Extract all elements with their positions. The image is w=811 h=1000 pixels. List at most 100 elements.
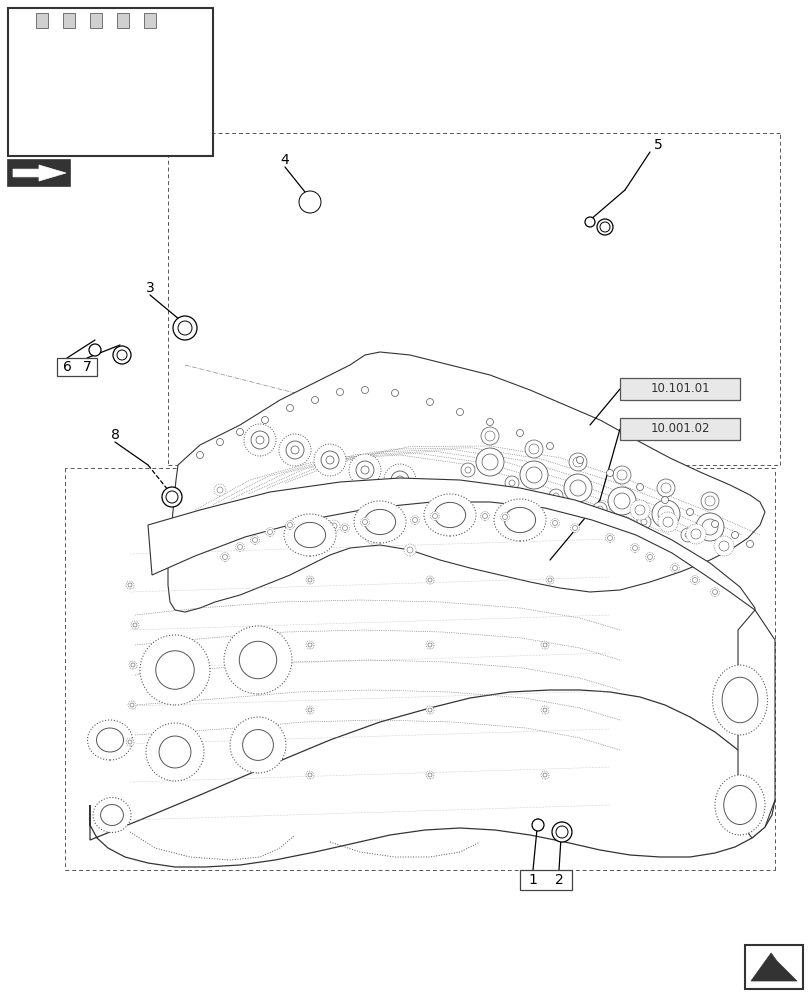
Circle shape <box>576 456 583 464</box>
Circle shape <box>384 464 415 496</box>
Circle shape <box>290 446 298 454</box>
Bar <box>144 13 156 28</box>
Circle shape <box>307 773 311 777</box>
Circle shape <box>607 487 635 515</box>
Circle shape <box>342 526 347 530</box>
Ellipse shape <box>423 494 475 536</box>
Circle shape <box>131 621 139 629</box>
Circle shape <box>531 819 543 831</box>
Polygon shape <box>13 18 208 136</box>
Circle shape <box>545 576 553 584</box>
Circle shape <box>427 773 431 777</box>
Circle shape <box>66 68 80 82</box>
Circle shape <box>267 530 272 534</box>
Circle shape <box>133 623 137 627</box>
Polygon shape <box>750 953 796 981</box>
Circle shape <box>504 476 518 490</box>
Circle shape <box>745 540 753 548</box>
Circle shape <box>540 641 548 649</box>
Circle shape <box>126 581 134 589</box>
Circle shape <box>432 514 437 518</box>
Circle shape <box>108 40 118 50</box>
Circle shape <box>528 444 539 454</box>
Polygon shape <box>168 352 764 612</box>
Circle shape <box>550 518 559 528</box>
Ellipse shape <box>714 775 764 835</box>
Circle shape <box>21 99 31 109</box>
Bar <box>8 8 212 156</box>
Ellipse shape <box>294 522 325 548</box>
Circle shape <box>516 430 523 436</box>
Circle shape <box>700 492 718 510</box>
Circle shape <box>692 578 697 582</box>
Circle shape <box>307 708 311 712</box>
Circle shape <box>255 499 260 505</box>
Polygon shape <box>13 165 66 181</box>
Circle shape <box>519 461 547 489</box>
Circle shape <box>546 442 553 450</box>
Circle shape <box>629 500 649 520</box>
Circle shape <box>361 386 368 393</box>
Circle shape <box>331 523 337 529</box>
Ellipse shape <box>88 720 132 760</box>
Ellipse shape <box>97 728 123 752</box>
Circle shape <box>285 520 294 530</box>
Ellipse shape <box>721 677 757 723</box>
Circle shape <box>547 578 551 582</box>
Circle shape <box>243 424 276 456</box>
Ellipse shape <box>434 502 465 528</box>
Circle shape <box>661 496 667 504</box>
Circle shape <box>143 40 152 50</box>
Circle shape <box>290 508 302 520</box>
Text: 6: 6 <box>62 360 71 374</box>
Circle shape <box>106 68 120 82</box>
Circle shape <box>311 396 318 403</box>
Circle shape <box>427 578 431 582</box>
Circle shape <box>404 544 415 556</box>
Circle shape <box>596 506 603 512</box>
Circle shape <box>128 740 132 744</box>
Circle shape <box>713 536 733 556</box>
Circle shape <box>572 526 577 530</box>
Circle shape <box>502 514 507 520</box>
Circle shape <box>391 389 398 396</box>
Ellipse shape <box>723 786 755 824</box>
Circle shape <box>612 466 630 484</box>
Circle shape <box>430 512 439 520</box>
Circle shape <box>73 40 83 50</box>
Circle shape <box>426 398 433 406</box>
Circle shape <box>552 493 558 499</box>
Circle shape <box>670 564 679 572</box>
Polygon shape <box>737 610 774 838</box>
Circle shape <box>684 532 690 538</box>
Circle shape <box>543 708 547 712</box>
Circle shape <box>525 440 543 458</box>
Bar <box>36 13 48 28</box>
Circle shape <box>636 484 642 490</box>
Ellipse shape <box>504 507 535 533</box>
Ellipse shape <box>93 797 131 832</box>
Circle shape <box>293 511 298 517</box>
Circle shape <box>680 528 694 542</box>
Ellipse shape <box>242 730 273 760</box>
Circle shape <box>217 487 223 493</box>
Circle shape <box>265 528 274 536</box>
Ellipse shape <box>364 509 395 535</box>
Circle shape <box>569 453 586 471</box>
Circle shape <box>426 576 433 584</box>
Circle shape <box>117 350 127 360</box>
Circle shape <box>306 706 314 714</box>
Text: 3: 3 <box>145 281 154 295</box>
Circle shape <box>685 524 705 544</box>
Text: 7: 7 <box>83 360 92 374</box>
Circle shape <box>406 547 413 553</box>
Circle shape <box>500 512 508 522</box>
Circle shape <box>704 496 714 506</box>
Circle shape <box>303 195 316 209</box>
Circle shape <box>173 316 197 340</box>
Circle shape <box>569 480 586 496</box>
Circle shape <box>672 566 676 570</box>
Circle shape <box>255 436 264 444</box>
Text: 2: 2 <box>554 873 563 887</box>
Circle shape <box>237 544 242 550</box>
